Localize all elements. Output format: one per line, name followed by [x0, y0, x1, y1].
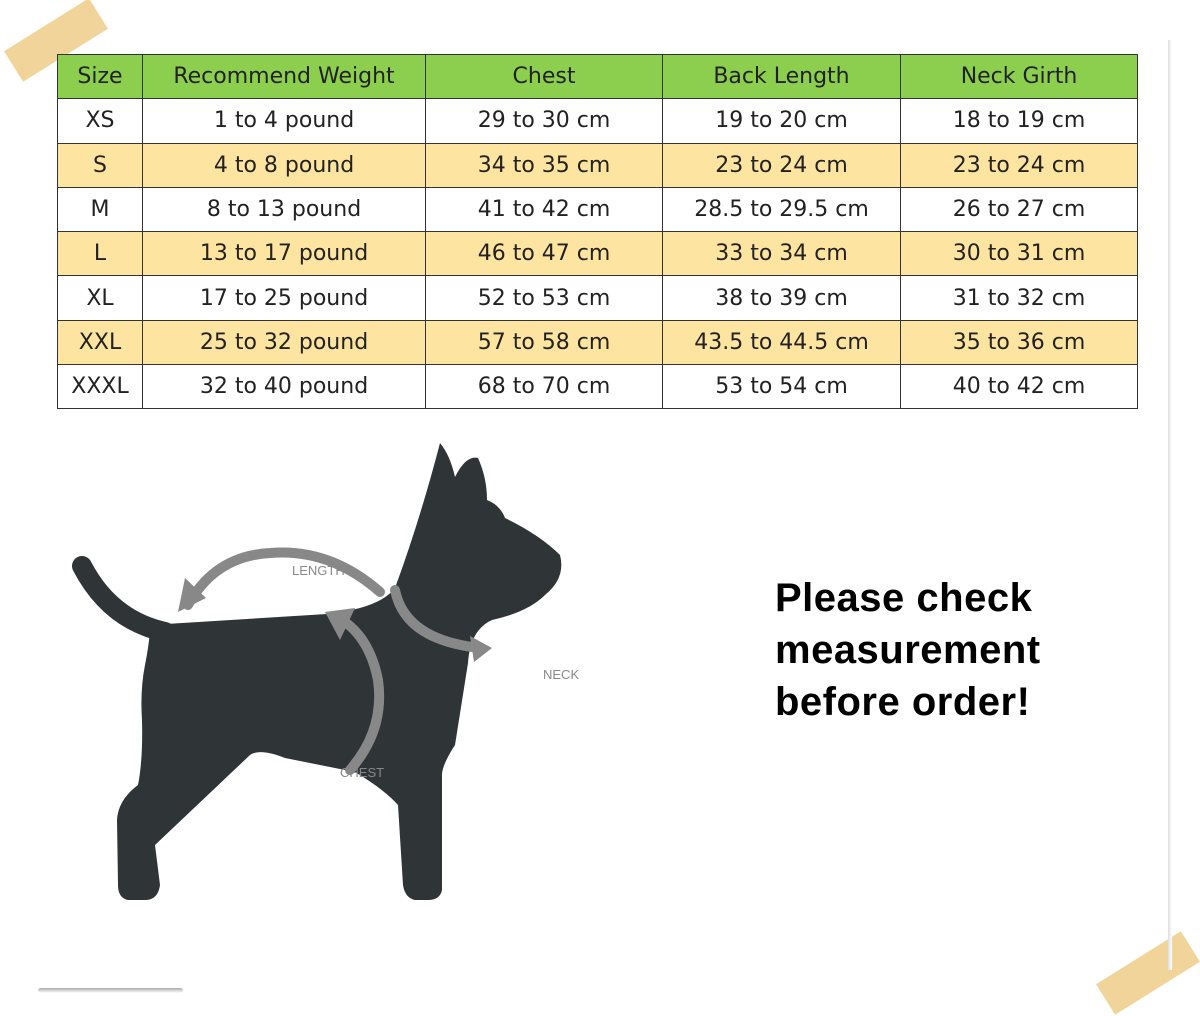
note-line: measurement: [775, 628, 1041, 672]
table-cell: M: [57, 186, 143, 233]
table-cell: 57 to 58 cm: [425, 319, 663, 366]
table-cell: 53 to 54 cm: [662, 364, 901, 410]
note-line: before order!: [775, 680, 1031, 724]
size-chart-table: Size Recommend Weight Chest Back Length …: [57, 53, 1138, 410]
table-cell: 30 to 31 cm: [900, 231, 1138, 277]
table-cell: 40 to 42 cm: [900, 364, 1138, 410]
table-cell: 31 to 32 cm: [900, 275, 1138, 321]
table-cell: 68 to 70 cm: [425, 364, 663, 410]
table-cell: 13 to 17 pound: [142, 231, 426, 277]
table-cell: 41 to 42 cm: [425, 186, 663, 233]
length-arrow: [178, 547, 385, 612]
table-cell: 8 to 13 pound: [142, 186, 426, 233]
table-cell: 25 to 32 pound: [142, 319, 426, 366]
dog-tail: [72, 556, 175, 642]
dog-silhouette: [117, 443, 562, 900]
measurement-note: Please check measurement before order!: [775, 572, 1041, 728]
table-row: XL 17 to 25 pound 52 to 53 cm 38 to 39 cm 31…: [57, 275, 1138, 321]
table-row: XXXL 32 to 40 pound 68 to 70 cm 53 to 54 cm…: [57, 364, 1138, 410]
chest-arrow: [325, 608, 385, 775]
header-cell: Chest: [425, 53, 663, 100]
table-cell: 28.5 to 29.5 cm: [662, 186, 901, 233]
neck-label: NECK: [543, 667, 579, 682]
table-cell: 35 to 36 cm: [900, 319, 1138, 366]
page-shadow: [1168, 40, 1172, 970]
table-cell: 38 to 39 cm: [662, 275, 901, 321]
header-cell: Size: [57, 53, 143, 100]
note-line: Please check: [775, 576, 1033, 620]
table-cell: 34 to 35 cm: [425, 142, 663, 188]
table-cell: 52 to 53 cm: [425, 275, 663, 321]
neck-arrow: [390, 585, 492, 662]
table-cell: 29 to 30 cm: [425, 98, 663, 144]
table-row: XXL 25 to 32 pound 57 to 58 cm 43.5 to 44.5…: [57, 319, 1138, 366]
header-cell: Back Length: [662, 53, 901, 100]
table-row: L 13 to 17 pound 46 to 47 cm 33 to 34 cm 30 …: [57, 231, 1138, 277]
table-cell: 4 to 8 pound: [142, 142, 426, 188]
table-cell: 19 to 20 cm: [662, 98, 901, 144]
table-cell: 43.5 to 44.5 cm: [662, 319, 901, 366]
table-cell: 23 to 24 cm: [900, 142, 1138, 188]
header-cell: Recommend Weight: [142, 53, 426, 100]
table-cell: XS: [57, 98, 143, 144]
table-header-row: Size Recommend Weight Chest Back Length …: [57, 53, 1138, 100]
page-shadow: [38, 988, 183, 993]
header-cell: Neck Girth: [900, 53, 1138, 100]
table-cell: 33 to 34 cm: [662, 231, 901, 277]
table-cell: XXL: [57, 319, 143, 366]
table-cell: 18 to 19 cm: [900, 98, 1138, 144]
table-cell: XXXL: [57, 364, 143, 410]
table-cell: XL: [57, 275, 143, 321]
chest-label: CHEST: [340, 765, 384, 780]
table-cell: 32 to 40 pound: [142, 364, 426, 410]
length-label: LENGTH: [292, 563, 345, 578]
table-row: XS 1 to 4 pound 29 to 30 cm 19 to 20 cm 18 t…: [57, 98, 1138, 144]
table-cell: 17 to 25 pound: [142, 275, 426, 321]
table-cell: S: [57, 142, 143, 188]
table-cell: L: [57, 231, 143, 277]
